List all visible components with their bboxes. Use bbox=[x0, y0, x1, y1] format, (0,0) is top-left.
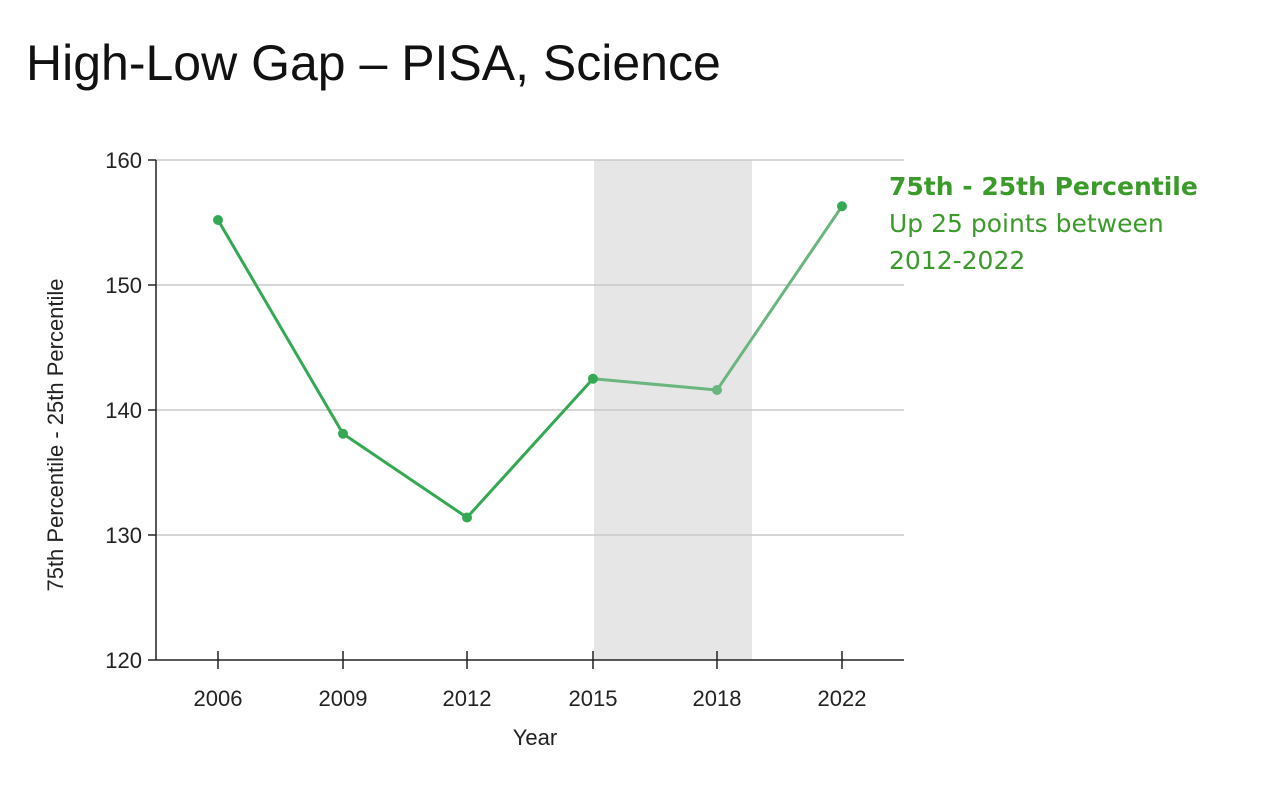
y-tick-label: 120 bbox=[105, 648, 142, 673]
series-line-segment bbox=[465, 377, 595, 519]
series-line-segment bbox=[591, 377, 719, 392]
data-point bbox=[837, 201, 847, 212]
y-tick-label: 150 bbox=[105, 273, 142, 298]
series-line-segment bbox=[216, 218, 345, 436]
series-line-segment bbox=[341, 432, 469, 519]
page-title: High-Low Gap – PISA, Science bbox=[26, 35, 721, 91]
annotation-line-1: Up 25 points between bbox=[889, 209, 1164, 238]
data-point bbox=[462, 512, 472, 523]
y-tick-label: 160 bbox=[105, 148, 142, 173]
data-point bbox=[712, 385, 722, 395]
series bbox=[213, 201, 847, 523]
axes: 120 130 140 150 160 2006 2009 2012 2015 2018 2022 bbox=[105, 148, 904, 711]
chart-annotation: 75th - 25th Percentile Up 25 points betw… bbox=[889, 168, 1249, 279]
gridlines bbox=[156, 159, 904, 536]
x-tick-label: 2006 bbox=[194, 686, 243, 711]
data-point bbox=[338, 428, 348, 439]
annotation-line-2: 2012-2022 bbox=[889, 246, 1026, 275]
x-axis-label: Year bbox=[513, 725, 557, 750]
y-axis-label: 75th Percentile - 25th Percentile bbox=[43, 278, 68, 591]
y-tick-label: 140 bbox=[105, 398, 142, 423]
x-tick-label: 2018 bbox=[693, 686, 742, 711]
y-tick-label: 130 bbox=[105, 523, 142, 548]
data-point bbox=[213, 215, 223, 225]
x-tick-label: 2022 bbox=[818, 686, 867, 711]
annotation-heading: 75th - 25th Percentile bbox=[889, 172, 1198, 201]
x-tick-label: 2015 bbox=[569, 686, 618, 711]
x-tick-label: 2009 bbox=[319, 686, 368, 711]
series-line-segment bbox=[715, 204, 844, 392]
data-point bbox=[588, 373, 598, 384]
x-tick-label: 2012 bbox=[443, 686, 492, 711]
